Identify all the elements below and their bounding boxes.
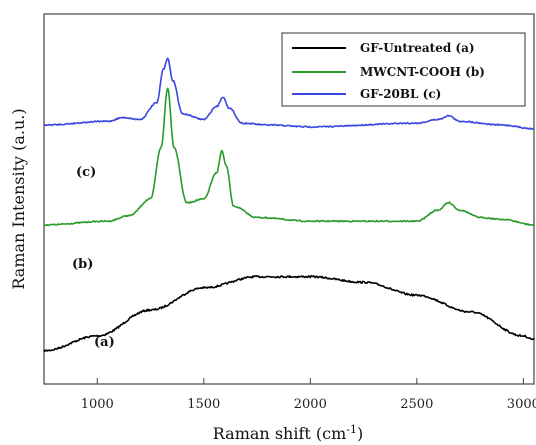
x-axis-title: Raman shift (cm-1)	[213, 423, 363, 443]
legend-label-c: GF-20BL (c)	[360, 87, 441, 101]
trace-label-b: (b)	[72, 257, 93, 272]
series-line-c	[43, 57, 535, 130]
legend-label-a: GF-Untreated (a)	[360, 41, 475, 55]
x-tick-label: 1500	[187, 397, 220, 412]
series-line-a	[43, 275, 535, 353]
x-axis-ticks: 1000 1500 2000 2500 3000	[81, 378, 536, 412]
legend: GF-Untreated (a) MWCNT-COOH (b) GF-20BL …	[281, 32, 526, 107]
plot-frame	[43, 13, 535, 385]
x-axis-title-sup: -1	[346, 423, 357, 436]
x-tick-label: 1000	[81, 397, 114, 412]
trace-labels: (c) (b) (a)	[72, 165, 115, 350]
x-axis-title-close: )	[357, 424, 363, 443]
trace-label-a: (a)	[94, 335, 115, 350]
series-layer	[43, 57, 535, 353]
x-tick-label: 2500	[400, 397, 433, 412]
x-tick-label: 2000	[294, 397, 327, 412]
x-tick-label: 3000	[507, 397, 536, 412]
y-axis-title: Raman Intensity (a.u.)	[9, 108, 28, 289]
trace-label-c: (c)	[76, 165, 96, 180]
x-axis-title-text: Raman shift (cm	[213, 424, 347, 443]
legend-label-b: MWCNT-COOH (b)	[360, 65, 485, 79]
series-line-b	[43, 87, 535, 227]
